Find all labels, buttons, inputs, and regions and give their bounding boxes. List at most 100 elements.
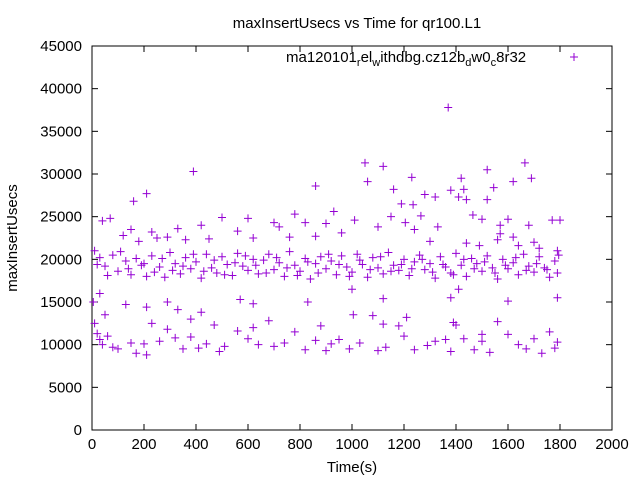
data-point: [142, 189, 151, 198]
data-point: [496, 229, 505, 238]
data-point: [553, 268, 562, 277]
data-point: [530, 334, 538, 343]
data-point: [181, 235, 190, 244]
data-point: [215, 347, 224, 356]
data-point: [155, 263, 164, 272]
data-point: [401, 218, 410, 227]
data-point: [228, 271, 237, 280]
data-point: [493, 235, 502, 244]
data-point: [535, 244, 544, 253]
data-point: [553, 293, 562, 302]
data-point: [509, 258, 518, 267]
data-point: [431, 193, 440, 202]
data-point: [186, 264, 195, 273]
data-point: [223, 260, 232, 269]
data-point: [93, 260, 102, 269]
data-point: [488, 263, 497, 272]
data-point: [124, 264, 133, 273]
data-point: [155, 337, 164, 346]
data-point: [197, 274, 206, 283]
data-point: [535, 252, 544, 261]
x-tick-label: 1200: [387, 436, 420, 453]
data-point: [210, 321, 219, 330]
data-point: [322, 264, 330, 273]
data-point: [163, 325, 172, 334]
data-point: [454, 285, 463, 294]
x-tick-label: 1600: [491, 436, 524, 453]
data-point: [205, 234, 213, 243]
data-point: [520, 158, 529, 167]
data-point: [514, 241, 523, 250]
data-point: [410, 225, 419, 234]
data-point: [491, 268, 499, 277]
data-point: [416, 211, 425, 220]
data-point: [329, 207, 338, 216]
data-point: [114, 344, 122, 353]
data-point: [218, 213, 226, 222]
data-point: [95, 253, 104, 262]
data-point: [322, 346, 330, 355]
data-point: [431, 274, 440, 283]
data-point: [264, 316, 273, 325]
data-point: [199, 267, 208, 276]
data-point: [220, 342, 229, 351]
data-point: [480, 257, 489, 266]
data-point: [95, 289, 104, 298]
data-point: [290, 210, 299, 219]
data-point: [519, 250, 528, 259]
data-point: [89, 298, 98, 306]
x-tick-label: 0: [88, 436, 96, 453]
data-point: [504, 330, 512, 339]
data-point: [249, 323, 258, 332]
data-point: [249, 299, 258, 308]
data-point: [147, 251, 156, 260]
legend-text-part: r: [357, 57, 361, 69]
data-point: [493, 317, 502, 326]
data-point: [335, 260, 343, 269]
data-point: [127, 270, 135, 279]
data-point: [275, 222, 284, 231]
data-point: [119, 231, 128, 240]
data-point: [129, 197, 138, 206]
data-point: [397, 199, 406, 208]
data-point: [530, 238, 538, 247]
data-point: [550, 344, 559, 353]
data-point: [436, 252, 445, 261]
data-point: [428, 268, 437, 277]
data-point: [210, 256, 219, 265]
data-point: [394, 266, 403, 275]
data-point: [478, 215, 486, 224]
data-point: [459, 185, 468, 194]
data-point: [238, 262, 247, 271]
data-point: [332, 270, 341, 279]
data-point: [379, 162, 388, 171]
data-point: [366, 265, 375, 274]
data-point: [160, 273, 169, 282]
data-point: [176, 269, 185, 278]
data-point: [444, 103, 453, 112]
legend-text-part: d: [465, 57, 471, 69]
data-point: [462, 272, 471, 281]
legend-text-part: w0: [470, 49, 490, 66]
data-point: [233, 249, 242, 258]
data-point: [311, 336, 320, 345]
data-point: [522, 266, 531, 275]
data-point: [186, 315, 195, 324]
data-point: [418, 255, 427, 264]
data-point: [389, 185, 398, 194]
data-point: [181, 253, 190, 262]
data-point: [163, 233, 172, 242]
data-point: [446, 293, 455, 302]
data-point: [90, 319, 99, 328]
data-point: [233, 227, 242, 236]
data-point: [368, 253, 377, 262]
data-point: [98, 216, 107, 225]
data-point: [553, 246, 562, 255]
data-point: [485, 348, 494, 357]
y-tick-label: 0: [74, 422, 82, 439]
data-point: [314, 268, 323, 277]
data-point: [168, 266, 177, 275]
data-point: [272, 253, 281, 262]
data-point: [241, 251, 250, 260]
data-point: [270, 342, 278, 351]
